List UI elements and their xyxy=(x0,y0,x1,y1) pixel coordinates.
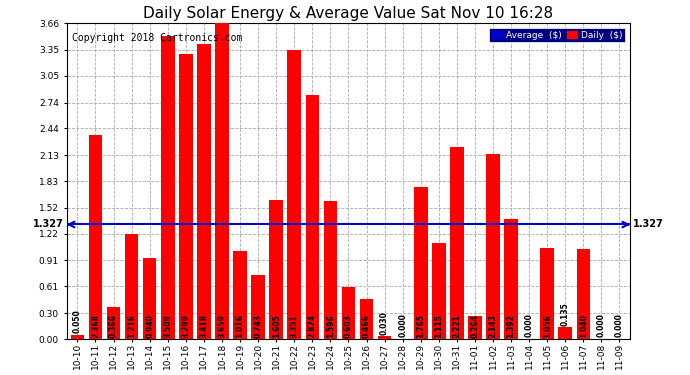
Text: 1.327: 1.327 xyxy=(33,219,63,230)
Text: 0.030: 0.030 xyxy=(380,311,389,335)
Bar xyxy=(306,95,319,339)
Text: 3.509: 3.509 xyxy=(164,314,172,338)
Bar xyxy=(577,249,590,339)
Bar xyxy=(504,219,518,339)
Bar xyxy=(486,154,500,339)
Text: 0.000: 0.000 xyxy=(524,314,533,337)
Text: 1.040: 1.040 xyxy=(579,314,588,338)
Text: 3.418: 3.418 xyxy=(199,314,208,338)
Bar xyxy=(324,201,337,339)
Bar xyxy=(251,275,265,339)
Text: 0.366: 0.366 xyxy=(109,314,118,338)
Bar xyxy=(558,327,572,339)
Text: 2.368: 2.368 xyxy=(91,314,100,338)
Bar xyxy=(342,287,355,339)
Text: 2.824: 2.824 xyxy=(308,314,317,338)
Text: 1.216: 1.216 xyxy=(127,314,136,338)
Bar xyxy=(107,308,120,339)
Text: 0.264: 0.264 xyxy=(471,314,480,338)
Title: Daily Solar Energy & Average Value Sat Nov 10 16:28: Daily Solar Energy & Average Value Sat N… xyxy=(144,6,553,21)
Text: 1.765: 1.765 xyxy=(416,314,425,338)
Text: 0.466: 0.466 xyxy=(362,314,371,338)
Bar xyxy=(89,135,102,339)
Bar xyxy=(269,201,283,339)
Bar xyxy=(233,251,247,339)
Text: 1.596: 1.596 xyxy=(326,314,335,338)
Text: 1.605: 1.605 xyxy=(272,314,281,338)
Bar xyxy=(215,23,229,339)
Bar xyxy=(70,335,84,339)
Text: Copyright 2018 Cartronics.com: Copyright 2018 Cartronics.com xyxy=(72,33,243,43)
Text: 1.392: 1.392 xyxy=(506,314,515,338)
Text: 0.743: 0.743 xyxy=(254,314,263,338)
Bar xyxy=(414,187,428,339)
Text: 2.143: 2.143 xyxy=(489,314,497,338)
Text: 1.115: 1.115 xyxy=(434,314,443,338)
Text: 1.327: 1.327 xyxy=(633,219,664,230)
Bar xyxy=(468,316,482,339)
Text: 1.016: 1.016 xyxy=(235,314,244,338)
Bar xyxy=(288,50,301,339)
Legend: Average  ($), Daily  ($): Average ($), Daily ($) xyxy=(489,28,625,42)
Bar xyxy=(125,234,139,339)
Text: 3.299: 3.299 xyxy=(181,314,190,338)
Bar xyxy=(179,54,193,339)
Bar xyxy=(540,248,554,339)
Bar xyxy=(359,299,373,339)
Text: 3.659: 3.659 xyxy=(217,314,226,338)
Text: 0.000: 0.000 xyxy=(398,314,407,337)
Text: 0.050: 0.050 xyxy=(73,309,82,333)
Text: 2.221: 2.221 xyxy=(453,314,462,338)
Bar xyxy=(197,44,210,339)
Text: 0.000: 0.000 xyxy=(615,314,624,337)
Text: 1.056: 1.056 xyxy=(543,314,552,338)
Bar xyxy=(450,147,464,339)
Bar xyxy=(432,243,446,339)
Text: 0.135: 0.135 xyxy=(561,302,570,326)
Bar xyxy=(378,336,391,339)
Bar xyxy=(161,36,175,339)
Text: 0.603: 0.603 xyxy=(344,314,353,338)
Bar xyxy=(143,258,157,339)
Text: 0.940: 0.940 xyxy=(145,314,154,338)
Text: 3.351: 3.351 xyxy=(290,314,299,338)
Text: 0.000: 0.000 xyxy=(597,314,606,337)
